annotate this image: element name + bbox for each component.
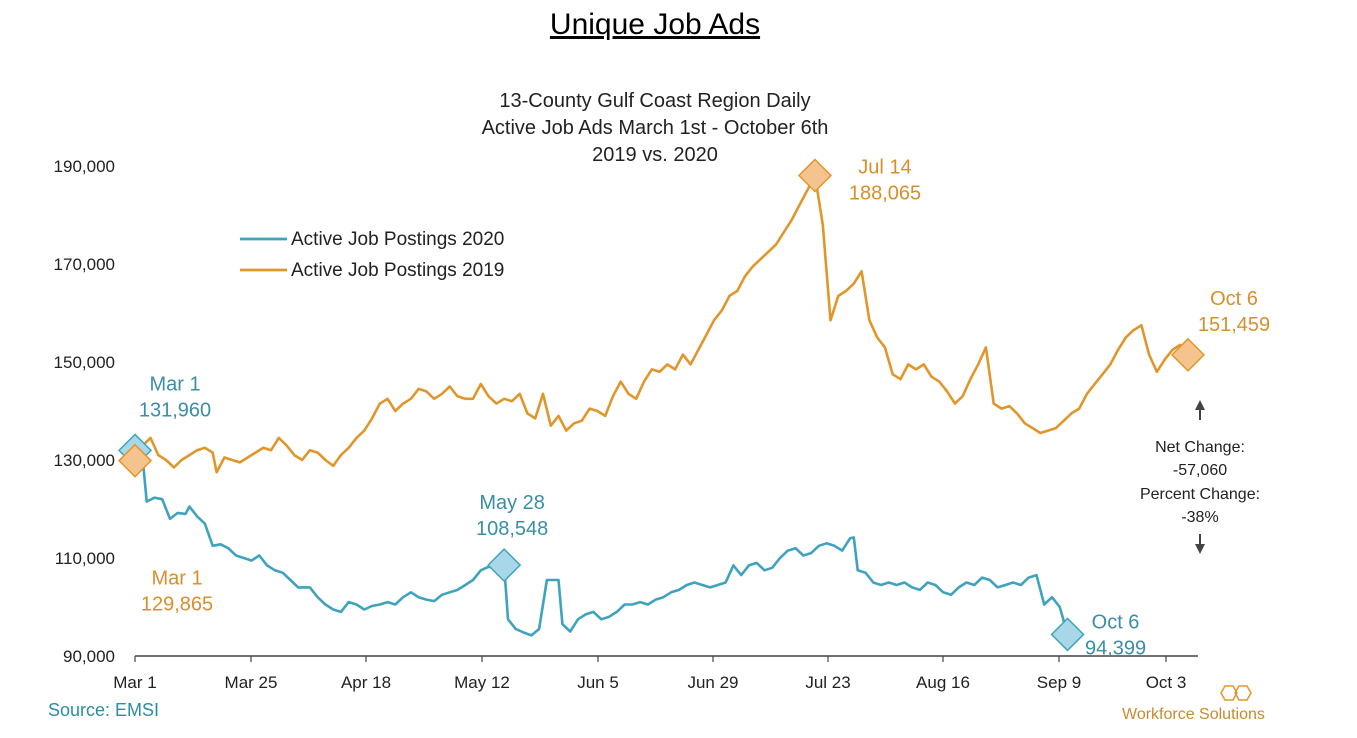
arrow-up-head-icon	[1195, 400, 1205, 410]
hexagon-logo-icon	[1220, 685, 1252, 701]
series-line-2020	[133, 449, 1069, 637]
annotation-value-label: 108,548	[476, 518, 548, 540]
x-tick-label: Mar 25	[225, 673, 278, 692]
x-tick-label: Jun 5	[577, 673, 619, 692]
workforce-solutions-logo: Workforce Solutions	[1122, 685, 1265, 724]
subtitle-line-3: 2019 vs. 2020	[592, 144, 718, 166]
net-change-value: -57,060	[1173, 462, 1227, 479]
x-tick-label: May 12	[454, 673, 510, 692]
x-tick-label: Aug 16	[916, 673, 970, 692]
percent-change-value: -38%	[1181, 509, 1218, 526]
x-tick-label: Apr 18	[341, 673, 391, 692]
subtitle-line-1: 13-County Gulf Coast Region Daily	[499, 90, 811, 112]
x-tick-label: Jul 23	[805, 673, 850, 692]
source-note: Source: EMSI	[48, 700, 160, 720]
y-tick-label: 190,000	[54, 157, 115, 176]
net-change-label: Net Change:	[1155, 439, 1245, 456]
annotation-value-label: 131,960	[139, 399, 211, 421]
annotation-date-label: Oct 6	[1210, 288, 1258, 310]
annotation-date-label: May 28	[479, 492, 545, 514]
annotation-date-label: Oct 6	[1092, 611, 1140, 633]
page-title: Unique Job Ads	[549, 8, 761, 41]
annotation-date-label: Jul 14	[858, 156, 911, 178]
annotation-marker	[797, 158, 833, 193]
y-tick-label: 130,000	[54, 451, 115, 470]
x-tick-label: Jun 29	[687, 673, 738, 692]
series-line-2019	[133, 174, 1190, 474]
subtitle-line-2: Active Job Ads March 1st - October 6th	[481, 117, 829, 139]
logo-text: Workforce Solutions	[1122, 706, 1265, 723]
annotation-marker	[487, 548, 522, 583]
annotation-marker	[1170, 337, 1206, 372]
legend-label: Active Job Postings 2019	[291, 260, 504, 281]
annotation-value-label: 94,399	[1085, 637, 1146, 659]
x-tick-label: Oct 3	[1146, 673, 1187, 692]
percent-change-label: Percent Change:	[1140, 486, 1260, 503]
y-tick-label: 90,000	[63, 647, 115, 666]
annotation-value-label: 188,065	[849, 182, 921, 204]
annotation-marker	[117, 443, 153, 478]
annotation-value-label: 129,865	[141, 594, 213, 616]
legend-label: Active Job Postings 2020	[291, 229, 504, 250]
annotation-value-label: 151,459	[1198, 314, 1270, 336]
y-tick-label: 110,000	[55, 549, 115, 568]
arrow-down-head-icon	[1195, 544, 1205, 554]
y-tick-label: 170,000	[54, 255, 115, 274]
y-tick-label: 150,000	[54, 353, 115, 372]
annotation-marker	[1050, 617, 1085, 652]
annotation-date-label: Mar 1	[149, 373, 200, 395]
x-tick-label: Mar 1	[113, 673, 156, 692]
x-tick-label: Sep 9	[1037, 673, 1081, 692]
annotation-date-label: Mar 1	[151, 568, 202, 590]
